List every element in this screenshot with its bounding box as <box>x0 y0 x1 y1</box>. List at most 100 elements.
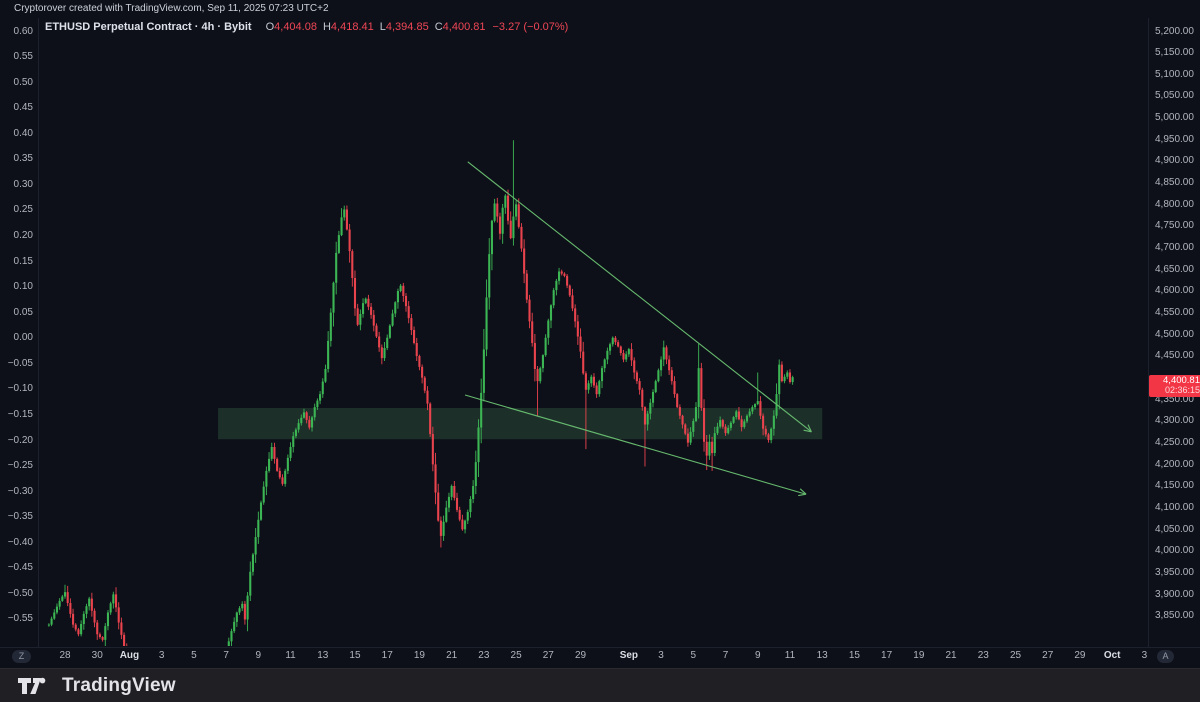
attribution-text: Cryptorover created with TradingView.com… <box>14 3 329 14</box>
arrowhead-icon <box>803 424 812 433</box>
time-axis-label: 3 <box>158 650 165 661</box>
left-axis-label: 0.10 <box>13 281 33 293</box>
left-axis-label: −0.10 <box>7 383 33 395</box>
trendline-arrow-1[interactable] <box>467 161 812 433</box>
time-axis-label: 17 <box>881 650 893 661</box>
left-axis-label: 0.15 <box>13 255 33 267</box>
time-axis-label: 13 <box>816 650 828 661</box>
time-axis-label: 5 <box>690 650 697 661</box>
right-axis-label: 4,850.00 <box>1155 177 1194 189</box>
right-axis-label: 4,800.00 <box>1155 198 1194 210</box>
time-axis-label: 5 <box>191 650 197 661</box>
left-axis-divider <box>38 18 39 647</box>
low-label: L <box>379 21 386 33</box>
right-axis-label: 4,700.00 <box>1155 242 1194 254</box>
time-axis-label: 25 <box>510 650 522 661</box>
left-axis-label: −0.25 <box>7 460 33 472</box>
right-axis-label: 4,050.00 <box>1155 523 1194 535</box>
low-value: 4,394.85 <box>385 21 429 33</box>
right-axis-label: 4,500.00 <box>1155 328 1194 340</box>
time-axis-label: 29 <box>1074 650 1086 661</box>
time-axis-label: 21 <box>945 650 957 661</box>
time-axis-label: 15 <box>349 650 361 661</box>
candlestick-series <box>47 140 794 646</box>
change-value: −3.27 (−0.07%) <box>492 21 569 33</box>
time-axis-label: 17 <box>381 650 393 661</box>
price-countdown-label: 4,400.81 02:36:15 <box>1149 375 1200 398</box>
right-axis-label: 4,950.00 <box>1155 133 1194 145</box>
time-axis-label: 13 <box>317 650 329 661</box>
support-zone[interactable] <box>218 407 823 440</box>
open-value: 4,404.08 <box>274 21 317 33</box>
right-axis-label: 4,750.00 <box>1155 220 1194 232</box>
time-axis-label: 11 <box>784 650 796 661</box>
time-axis-label: 23 <box>478 650 490 661</box>
right-axis-label: 4,350.00 <box>1155 393 1194 405</box>
left-axis-label: −0.15 <box>7 408 33 420</box>
close-value: 4,400.81 <box>442 21 486 33</box>
trendline[interactable] <box>467 161 812 433</box>
trendline-arrow-2[interactable] <box>464 394 807 497</box>
open-label: O <box>265 21 275 33</box>
right-axis-label: 5,150.00 <box>1155 47 1194 59</box>
symbol-legend: ETHUSD Perpetual Contract · 4h · Bybit O4… <box>45 21 568 33</box>
right-axis-label: 4,550.00 <box>1155 307 1194 319</box>
time-axis-label: 27 <box>542 650 554 661</box>
left-axis-label: 0.55 <box>13 51 33 63</box>
left-axis-label: 0.30 <box>13 178 33 190</box>
footer-bar: TradingView <box>0 668 1200 702</box>
down-candle-wicks <box>67 189 791 646</box>
time-axis-month-label: Sep <box>619 650 639 661</box>
time-axis-label: 19 <box>413 650 425 661</box>
right-axis-label: 4,250.00 <box>1155 437 1194 449</box>
down-candle-bodies <box>66 195 792 646</box>
right-axis-label: 5,050.00 <box>1155 90 1194 102</box>
right-axis-label: 5,000.00 <box>1155 112 1194 124</box>
trendline[interactable] <box>464 394 807 495</box>
high-label: H <box>322 21 331 33</box>
left-axis-label: 0.00 <box>13 332 33 344</box>
right-axis-label: 4,600.00 <box>1155 285 1194 297</box>
right-axis-label: 4,100.00 <box>1155 502 1194 514</box>
left-axis-label: 0.35 <box>13 153 33 165</box>
right-axis-label: 3,900.00 <box>1155 588 1194 600</box>
time-axis-label: 9 <box>754 650 761 661</box>
time-axis-label: 27 <box>1042 650 1054 661</box>
time-axis-label: 7 <box>722 650 729 661</box>
right-scale-button[interactable]: A <box>1157 650 1174 663</box>
right-axis-label: 4,300.00 <box>1155 415 1194 427</box>
tradingview-logo-icon <box>18 677 46 694</box>
time-axis-label: 25 <box>1009 650 1022 661</box>
close-label: C <box>434 21 443 33</box>
time-axis-label: 3 <box>658 650 664 661</box>
left-axis-label: 0.50 <box>13 76 33 88</box>
arrowhead-icon <box>798 488 807 497</box>
time-scale[interactable]: 28 30 Aug 3 5 7 9 11 13 15 17 19 21 23 25 27 29 Sep 3 5 7 9 11… <box>0 648 1152 666</box>
bar-countdown: 02:36:15 <box>1164 385 1200 396</box>
right-axis-label: 4,200.00 <box>1155 458 1194 470</box>
left-scale-button[interactable]: Z <box>12 650 31 663</box>
right-axis-label: 3,850.00 <box>1155 610 1194 622</box>
left-axis-label: −0.55 <box>7 613 33 625</box>
time-axis-label: 7 <box>223 650 229 661</box>
left-axis-label: −0.05 <box>7 357 33 369</box>
left-axis-label: −0.35 <box>7 511 33 523</box>
right-axis-label: 4,650.00 <box>1155 263 1194 275</box>
time-axis-month-label: Aug <box>119 650 140 661</box>
time-axis-label: 9 <box>255 650 262 661</box>
chart-content <box>47 140 823 646</box>
right-price-scale[interactable]: 5,200.00 5,150.00 5,100.00 5,050.00 5,000.00… <box>1148 0 1200 647</box>
left-axis-label: −0.50 <box>7 587 33 599</box>
time-axis-label: 15 <box>848 650 860 661</box>
left-axis-label: −0.20 <box>7 434 33 446</box>
right-axis-divider <box>1148 18 1149 647</box>
time-axis-label: 30 <box>91 650 103 661</box>
tradingview-link[interactable]: TradingView <box>18 675 176 697</box>
symbol-title: ETHUSD Perpetual Contract · 4h · Bybit <box>45 21 252 33</box>
left-price-scale[interactable]: 0.60 0.55 0.50 0.45 0.40 0.35 0.30 0.25 0.20 0.15… <box>0 0 38 647</box>
left-axis-label: −0.45 <box>7 562 33 574</box>
time-axis-label: 3 <box>1141 650 1148 661</box>
last-price: 4,400.81 <box>1163 375 1200 387</box>
